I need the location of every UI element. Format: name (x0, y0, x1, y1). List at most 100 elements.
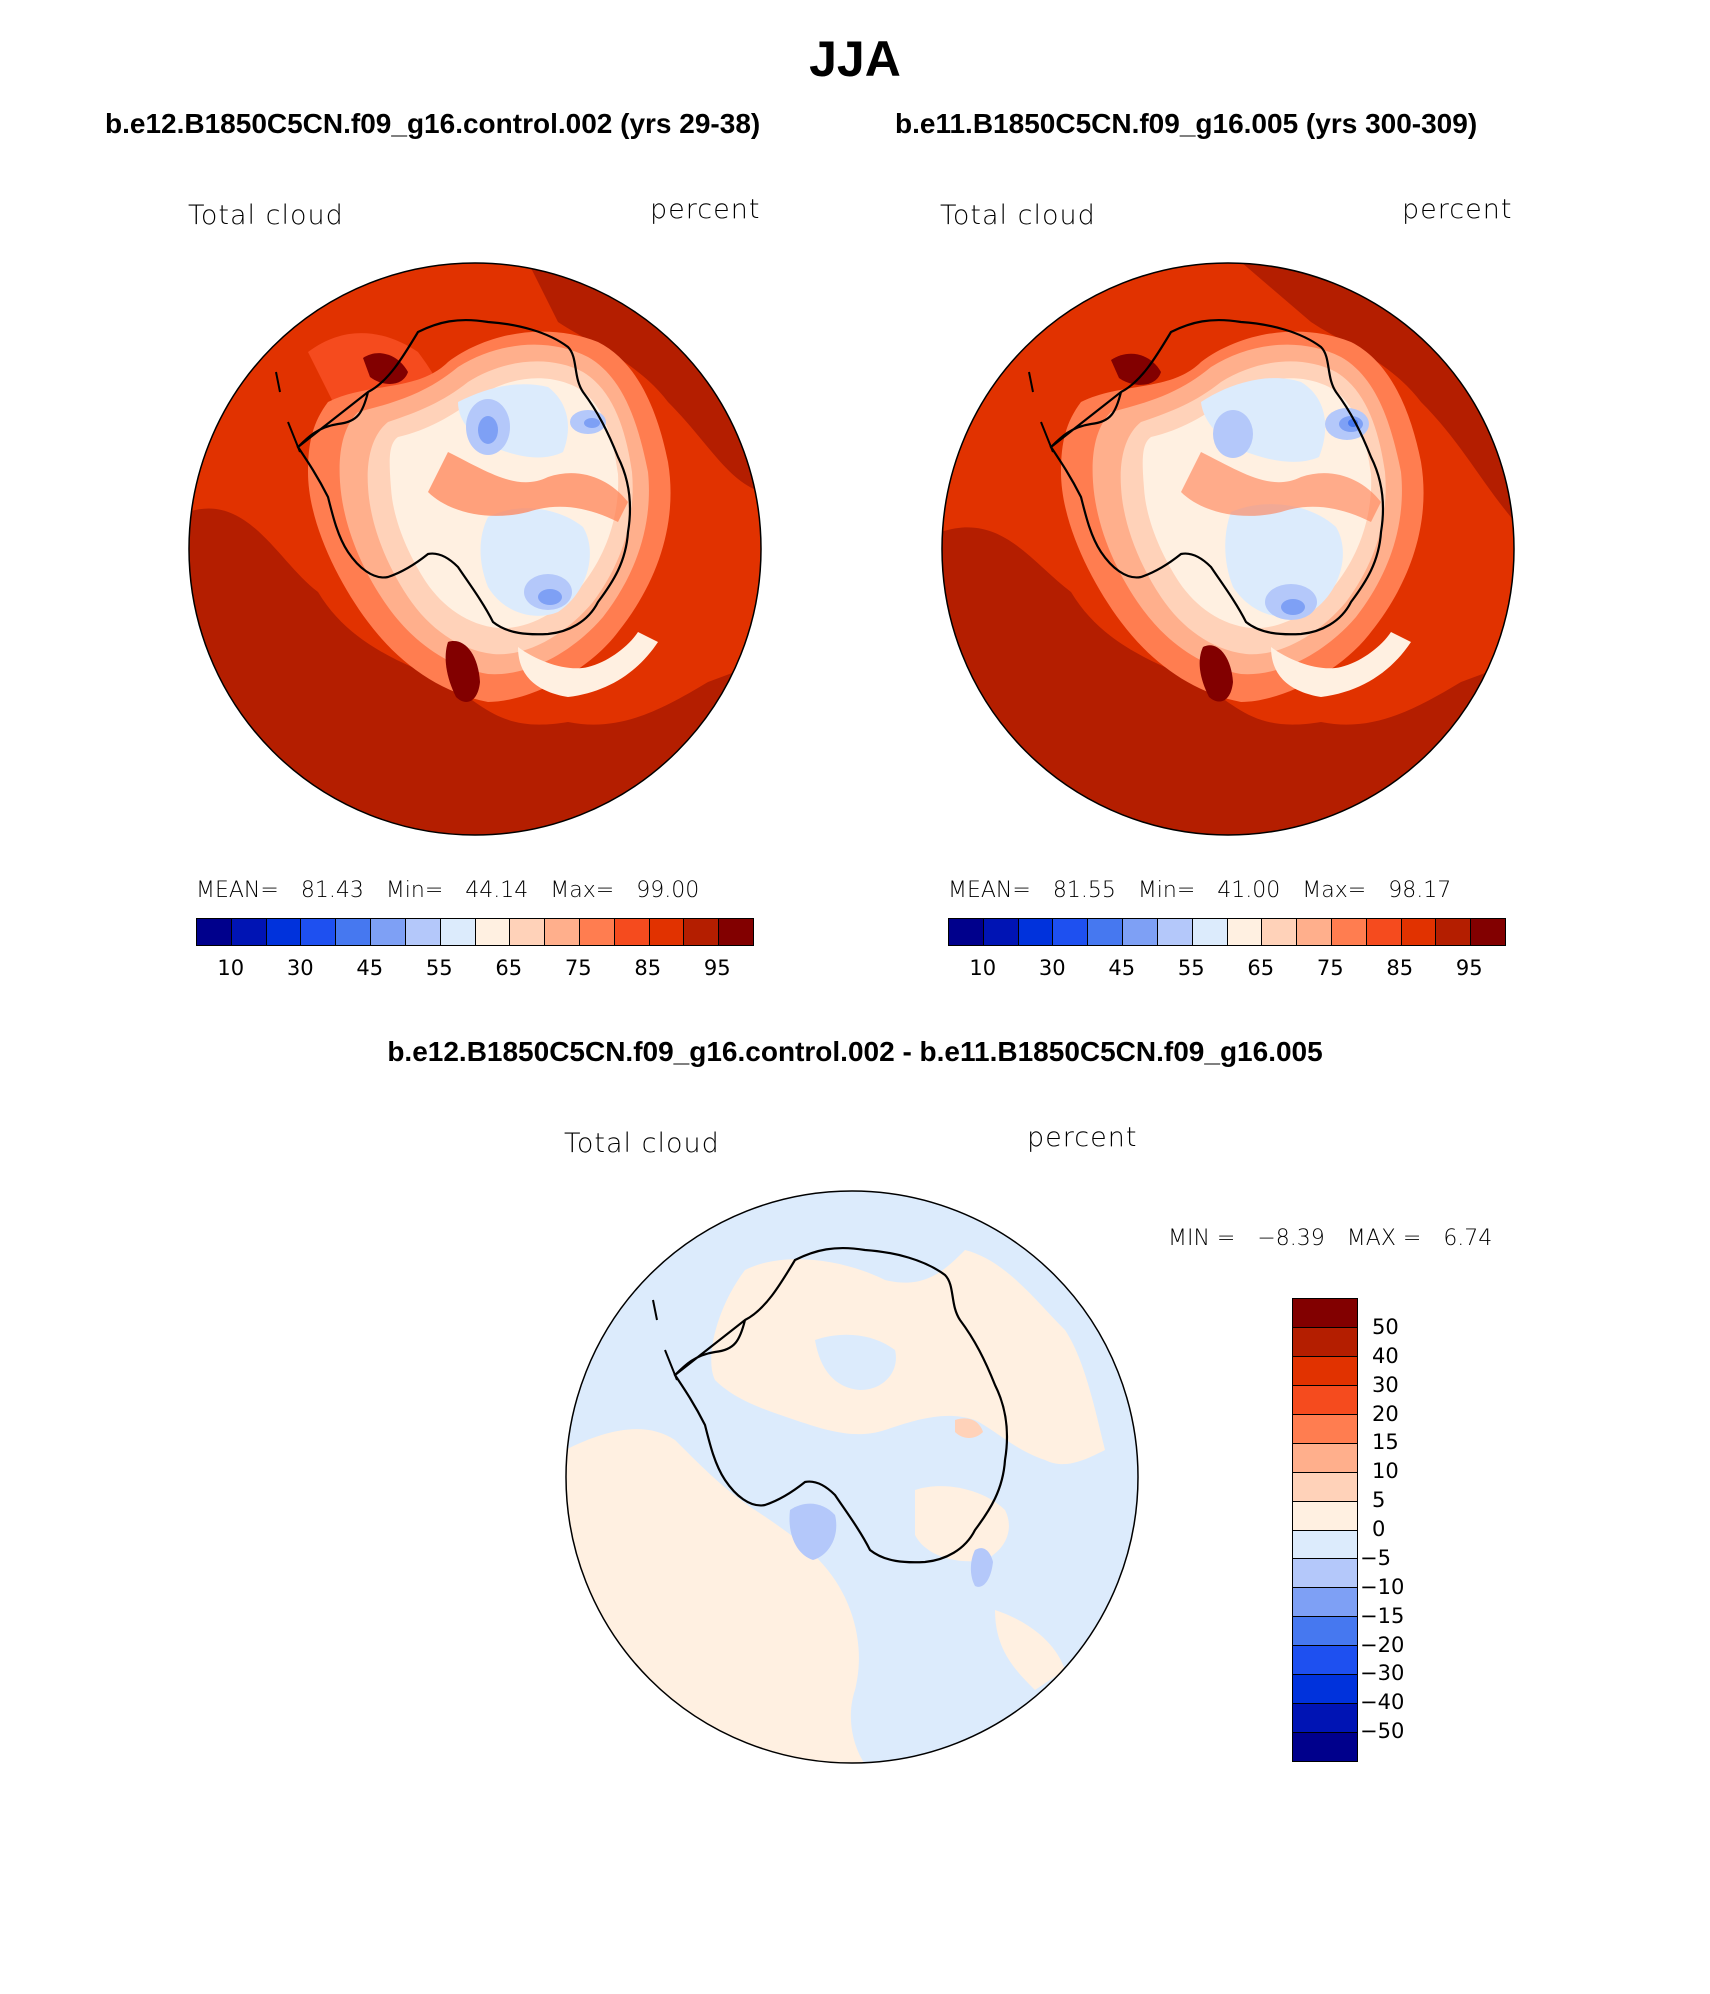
antarctic-cloud-difference-map (565, 1190, 1139, 1764)
colorbar-swatch (197, 919, 232, 945)
colorbar-swatch (336, 919, 372, 945)
colorbar-swatch (949, 919, 984, 945)
colorbar-swatch (1293, 1704, 1357, 1734)
colorbar-tick-label: −20 (1360, 1632, 1405, 1657)
colorbar-swatch (1293, 1299, 1357, 1328)
antarctic-cloud-map-panel-1 (188, 262, 762, 836)
panel-2-case-title: b.e11.B1850C5CN.f09_g16.005 (yrs 300-309… (895, 108, 1478, 139)
difference-colorbar (1292, 1298, 1358, 1762)
panel-1-variable-label: Total cloud (188, 200, 344, 231)
panel-2-min-value: 41.00 (1217, 878, 1281, 903)
colorbar-tick-label: −5 (1360, 1545, 1391, 1570)
colorbar-swatch (1293, 1472, 1357, 1502)
colorbar-swatch (684, 919, 720, 945)
panel-1-min-label: Min= (385, 878, 444, 903)
colorbar-tick-label: 30 (1038, 956, 1066, 980)
colorbar-swatch (1293, 1414, 1357, 1444)
colorbar-tick-label: 0 (1372, 1517, 1386, 1541)
difference-min-value: −8.39 (1257, 1226, 1325, 1251)
panel-1-colorbar (196, 918, 754, 946)
panel-1-mean-label: MEAN= (196, 878, 279, 903)
difference-units-label: percent (1027, 1122, 1138, 1153)
colorbar-swatch (1293, 1385, 1357, 1415)
figure-title: JJA (809, 31, 901, 87)
colorbar-swatch (1053, 919, 1089, 945)
colorbar-swatch (231, 919, 267, 945)
colorbar-swatch (371, 919, 406, 945)
colorbar-swatch (719, 919, 753, 945)
antarctic-cloud-map-panel-2 (941, 262, 1515, 836)
panel-2-stats: MEAN= 81.55 Min= 41.00 Max= 98.17 (948, 878, 1473, 903)
colorbar-swatch (1227, 919, 1263, 945)
colorbar-swatch (1123, 919, 1158, 945)
colorbar-tick-label: 10 (969, 956, 997, 980)
colorbar-tick-label: 30 (1372, 1372, 1399, 1397)
panel-1-case-title: b.e12.B1850C5CN.f09_g16.control.002 (yrs… (105, 108, 761, 139)
colorbar-swatch (1293, 1443, 1357, 1473)
colorbar-tick-label: 15 (1372, 1430, 1399, 1455)
panel-2-mean-value: 81.55 (1052, 878, 1116, 903)
colorbar-swatch (1471, 919, 1505, 945)
colorbar-swatch (1293, 1733, 1357, 1761)
colorbar-tick-label: 65 (495, 956, 523, 980)
panel-2-min-label: Min= (1137, 878, 1196, 903)
panel-1-max-value: 99.00 (636, 878, 700, 903)
colorbar-swatch (1293, 1530, 1357, 1560)
difference-min-max: MIN = −8.39 MAX = 6.74 (1168, 1226, 1514, 1251)
colorbar-swatch (1088, 919, 1124, 945)
colorbar-swatch (266, 919, 302, 945)
colorbar-swatch (1293, 1617, 1357, 1647)
colorbar-swatch (1293, 1501, 1357, 1531)
difference-case-title: b.e12.B1850C5CN.f09_g16.control.002 - b.… (387, 1036, 1323, 1067)
panel-1-mean-value: 81.43 (300, 878, 364, 903)
colorbar-swatch (649, 919, 685, 945)
colorbar-tick-label: 45 (356, 956, 384, 980)
colorbar-tick-label: 50 (1372, 1314, 1399, 1339)
colorbar-swatch (1293, 1675, 1357, 1705)
panel-2-units-label: percent (1402, 194, 1513, 225)
difference-min-label: MIN = (1168, 1226, 1236, 1251)
colorbar-swatch (545, 919, 580, 945)
colorbar-swatch (1297, 919, 1332, 945)
panel-2-max-value: 98.17 (1388, 878, 1452, 903)
difference-max-label: MAX = (1346, 1226, 1422, 1251)
colorbar-tick-label: 30 (286, 956, 314, 980)
colorbar-tick-label: 75 (564, 956, 592, 980)
colorbar-tick-label: 95 (1455, 956, 1483, 980)
panel-1-max-label: Max= (550, 878, 615, 903)
colorbar-swatch (579, 919, 615, 945)
panel-2-max-label: Max= (1302, 878, 1367, 903)
colorbar-swatch (475, 919, 511, 945)
colorbar-tick-label: 5 (1372, 1488, 1386, 1513)
panel-2-variable-label: Total cloud (940, 200, 1096, 231)
colorbar-tick-label: −50 (1360, 1719, 1405, 1744)
colorbar-swatch (1157, 919, 1193, 945)
colorbar-tick-label: 45 (1108, 956, 1136, 980)
colorbar-swatch (1293, 1327, 1357, 1357)
colorbar-tick-label: −15 (1360, 1603, 1405, 1628)
colorbar-tick-label: 10 (1372, 1459, 1399, 1484)
colorbar-tick-label: 55 (1177, 956, 1205, 980)
colorbar-tick-label: −10 (1360, 1574, 1405, 1599)
colorbar-swatch (440, 919, 476, 945)
colorbar-swatch (1436, 919, 1472, 945)
colorbar-tick-label: 65 (1247, 956, 1275, 980)
colorbar-tick-label: 55 (425, 956, 453, 980)
colorbar-tick-label: −40 (1360, 1690, 1405, 1715)
colorbar-tick-label: 95 (703, 956, 731, 980)
colorbar-swatch (1293, 1559, 1357, 1589)
colorbar-swatch (1018, 919, 1054, 945)
colorbar-swatch (1293, 1588, 1357, 1618)
difference-max-value: 6.74 (1443, 1226, 1493, 1251)
colorbar-tick-label: 20 (1372, 1401, 1399, 1426)
colorbar-swatch (614, 919, 650, 945)
colorbar-swatch (510, 919, 546, 945)
colorbar-tick-label: −30 (1360, 1661, 1405, 1686)
colorbar-tick-label: 10 (217, 956, 245, 980)
colorbar-swatch (405, 919, 441, 945)
panel-1-stats: MEAN= 81.43 Min= 44.14 Max= 99.00 (196, 878, 721, 903)
panel-2-colorbar (948, 918, 1506, 946)
panel-1-min-value: 44.14 (465, 878, 529, 903)
colorbar-swatch (1293, 1646, 1357, 1676)
colorbar-swatch (1331, 919, 1367, 945)
